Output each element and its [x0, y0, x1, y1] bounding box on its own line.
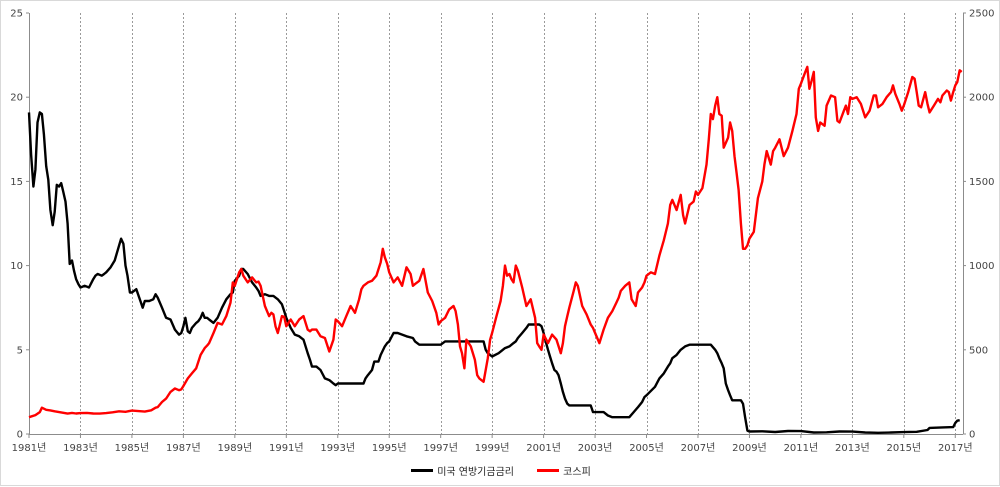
x-tick-2009: 2009년	[732, 442, 767, 454]
x-tick-1999: 1999년	[475, 442, 510, 454]
x-tick-1985: 1985년	[115, 442, 150, 454]
x-tick-1981: 1981년	[12, 442, 47, 454]
x-tick-1995: 1995년	[372, 442, 407, 454]
y-right-tick-2000: 2000	[969, 93, 994, 104]
legend-swatch-fed-rate	[411, 469, 434, 472]
x-tick-2001: 2001년	[526, 442, 561, 454]
y-left-tick-20: 20	[10, 93, 23, 104]
y-left-tick-5: 5	[17, 345, 23, 356]
y-left-tick-0: 0	[17, 430, 23, 441]
x-tick-2007: 2007년	[681, 442, 716, 454]
legend-item-kospi: 코스피	[537, 463, 591, 478]
x-tick-2015: 2015년	[886, 442, 921, 454]
x-tick-1997: 1997년	[423, 442, 458, 454]
x-tick-1993: 1993년	[320, 442, 355, 454]
legend-label-fed-rate: 미국 연방기금금리	[437, 467, 514, 478]
x-tick-1991: 1991년	[269, 442, 304, 454]
x-tick-2003: 2003년	[578, 442, 613, 454]
y-right-tick-0: 0	[969, 430, 975, 441]
legend: 미국 연방기금금리 코스피	[1, 463, 1000, 479]
x-tick-2011: 2011년	[784, 442, 819, 454]
y-left-tick-10: 10	[10, 261, 23, 272]
y-right-tick-500: 500	[969, 345, 988, 356]
y-right-tick-1000: 1000	[969, 261, 994, 272]
x-tick-1987: 1987년	[166, 442, 201, 454]
x-tick-1983: 1983년	[63, 442, 98, 454]
legend-swatch-kospi	[537, 469, 560, 472]
series-line-kospi	[28, 65, 963, 419]
y-right-tick-2500: 2500	[969, 9, 994, 20]
y-right-tick-1500: 1500	[969, 177, 994, 188]
series-line-fed-rate	[27, 111, 960, 434]
legend-item-fed-rate: 미국 연방기금금리	[411, 463, 514, 478]
legend-label-kospi: 코스피	[563, 467, 591, 478]
x-tick-2005: 2005년	[629, 442, 664, 454]
y-left-tick-15: 15	[10, 177, 23, 188]
y-left-tick-25: 25	[10, 9, 23, 20]
x-tick-2017: 2017년	[938, 442, 973, 454]
x-tick-2013: 2013년	[835, 442, 870, 454]
x-tick-1989: 1989년	[218, 442, 253, 454]
